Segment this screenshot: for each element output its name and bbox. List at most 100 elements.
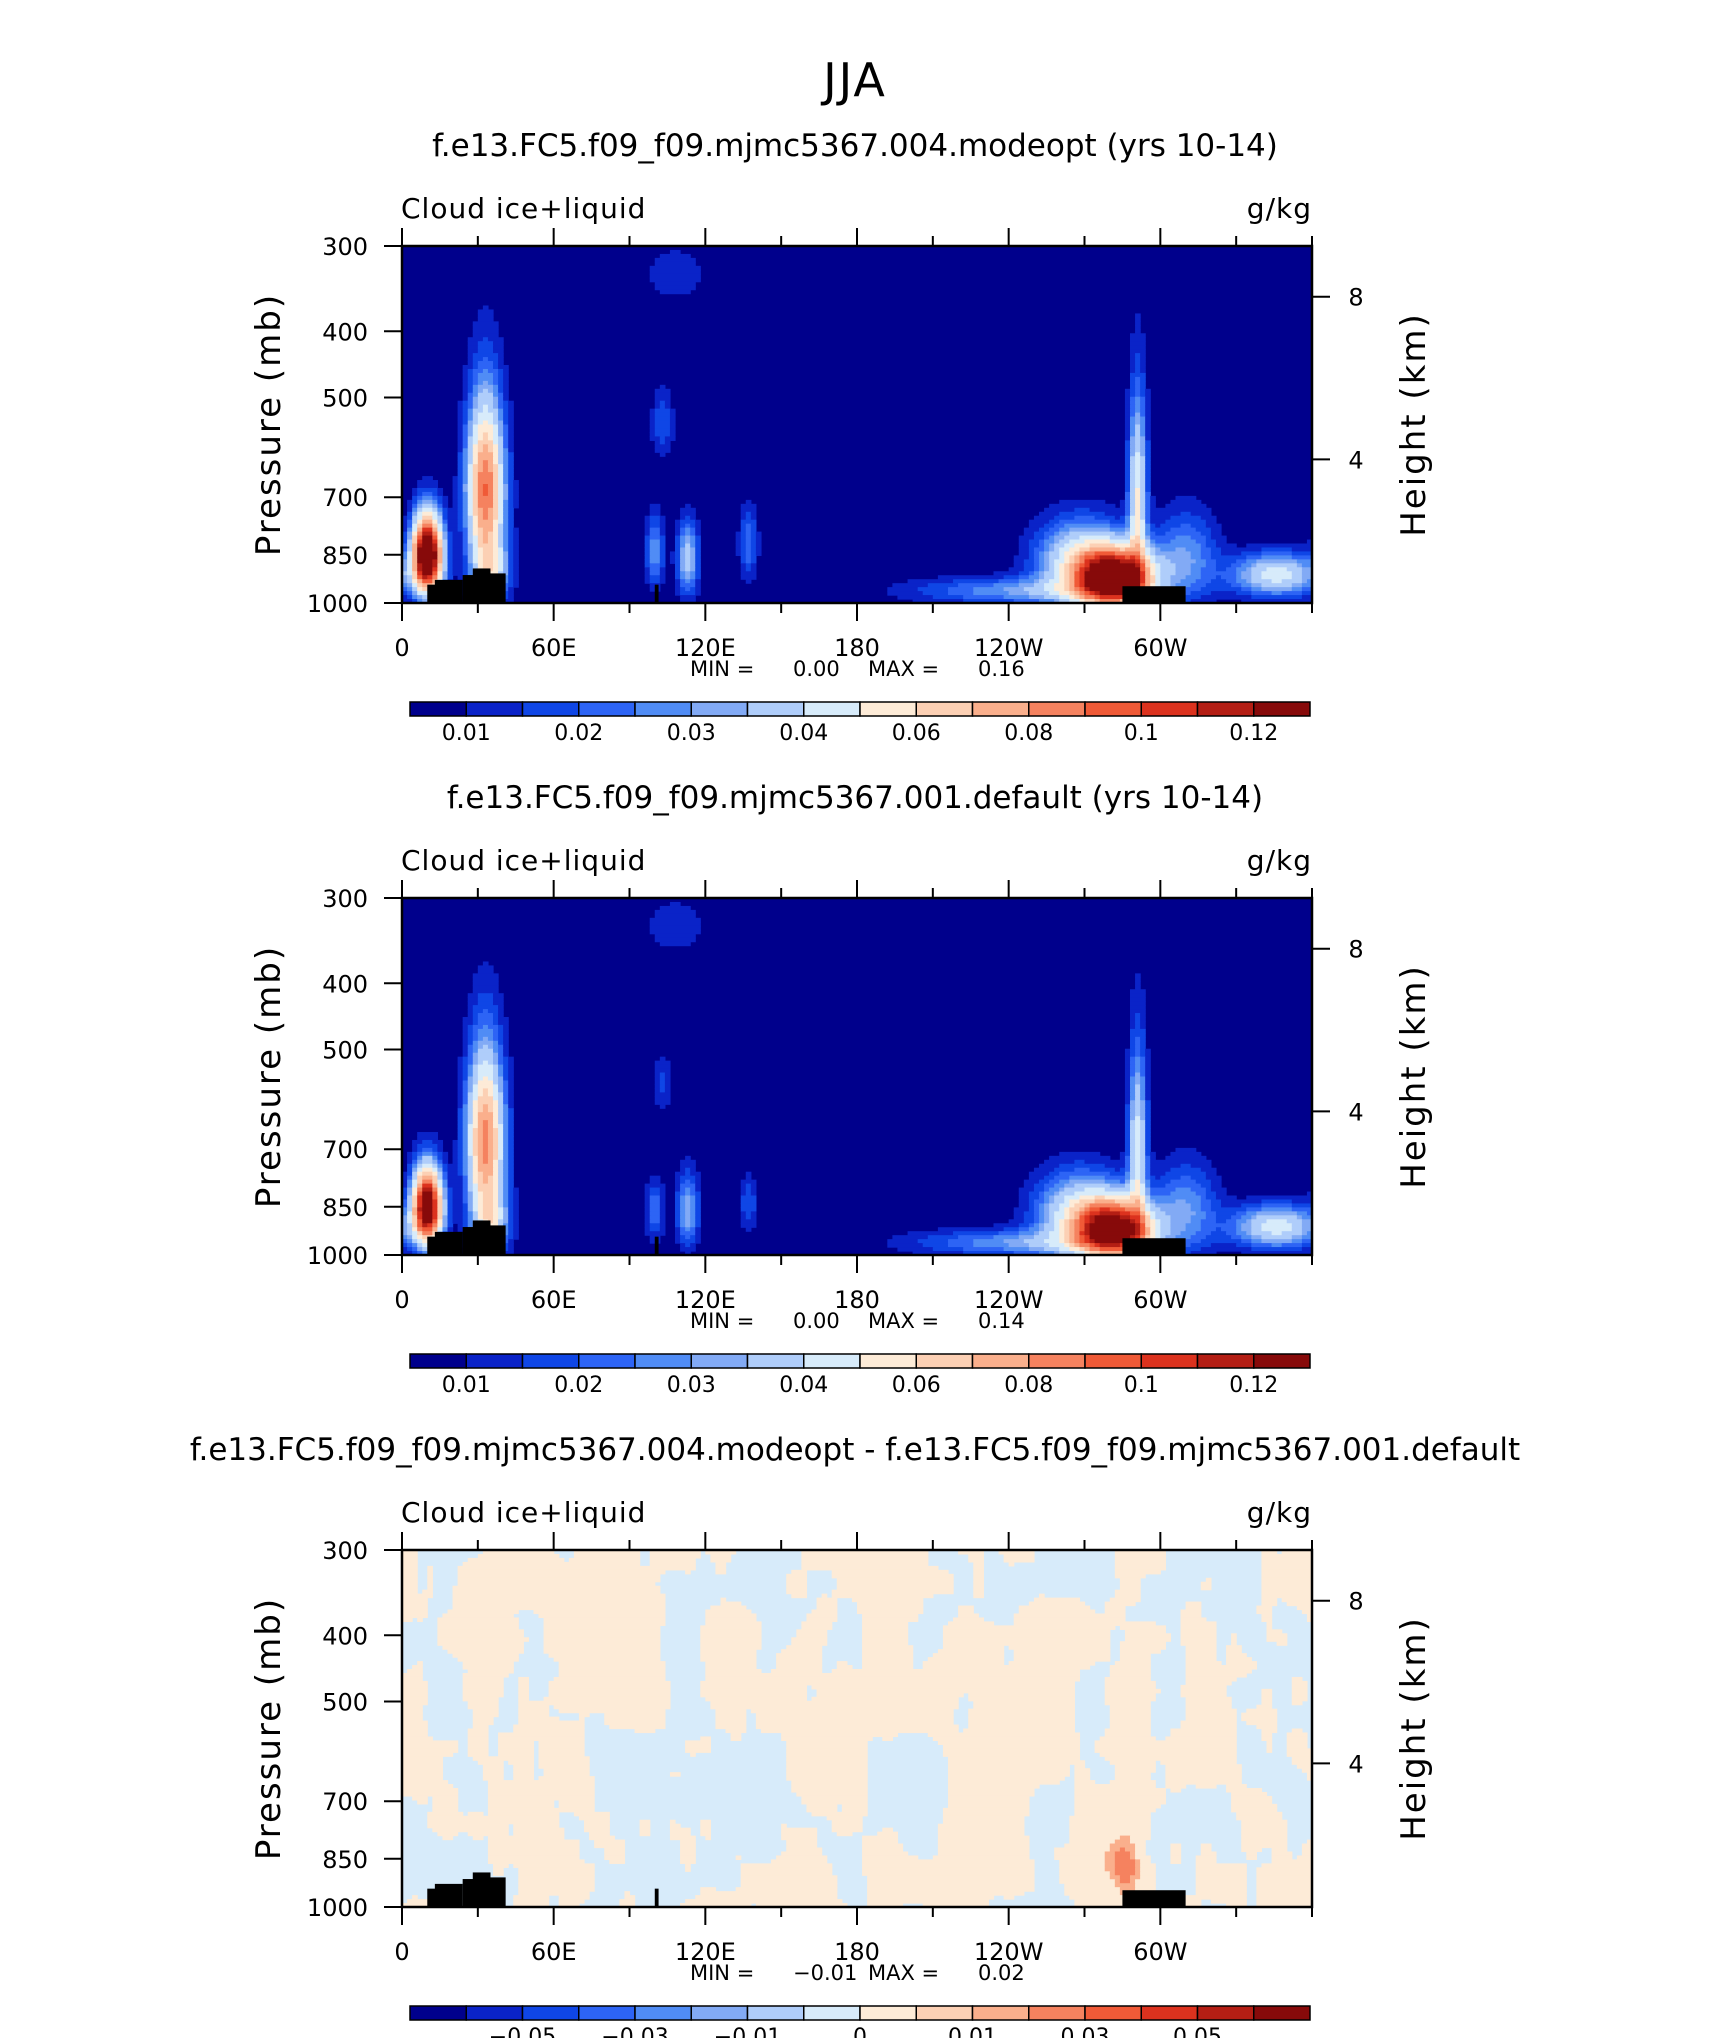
field-cell [1170,1231,1182,1236]
field-cell [1291,583,1303,588]
field-cell [498,487,504,493]
field-cell [1089,1167,1116,1173]
field-cell [462,1207,469,1212]
field-cell [973,1569,984,1575]
field-cell [472,420,479,426]
field-cell [493,1064,499,1070]
field-cell [452,487,459,493]
field-cell [1231,563,1242,568]
field-cell [513,1724,585,1730]
field-cell [1104,1684,1156,1690]
field-cell [503,579,509,584]
field-cell [518,1883,595,1888]
field-cell [493,365,499,370]
field-cell [862,1859,1035,1864]
field-cell [1049,1171,1060,1177]
colorbar-swatch [409,2005,467,2021]
field-cell [1074,1159,1086,1165]
field-cell [644,1191,651,1197]
field-cell [402,535,408,541]
field-cell [1069,1219,1075,1224]
field-cell [1155,1199,1177,1205]
field-cell [437,1163,444,1169]
field-cell [1104,1700,1151,1706]
field-cell [487,1124,494,1129]
field-cell [402,583,408,588]
field-cell [493,1175,499,1181]
field-cell [644,531,651,537]
field-cell [1190,1215,1207,1220]
field-cell [412,527,418,533]
field-cell [432,491,438,497]
field-cell [498,527,504,533]
field-cell [513,1895,550,1900]
field-cell [417,1247,423,1252]
field-cell [493,1028,499,1034]
field-cell [432,1159,438,1165]
field-cell [1145,1151,1151,1157]
field-cell [447,1187,454,1193]
field-cell [1195,1871,1247,1876]
x-tick-label: 0 [394,1286,409,1314]
field-cell [589,1835,615,1841]
field-cell [1074,571,1081,576]
field-cell [462,1120,469,1125]
field-cell [1033,555,1040,560]
field-cell [442,1211,449,1216]
field-cell [1145,1056,1151,1062]
field-cell [543,1645,661,1650]
field-cell [1109,1716,1151,1722]
field-cell [462,515,469,521]
field-cell [1059,1871,1111,1876]
field-cell [1124,404,1131,410]
field-cell [786,1756,868,1761]
field-cell [1135,384,1141,390]
field-cell [1140,361,1146,366]
field-cell [690,535,696,541]
field-cell [1281,1550,1313,1555]
field-cell [462,1028,469,1034]
field-cell [669,1823,681,1829]
field-cell [467,1036,474,1042]
field-cell [493,503,499,509]
field-cell [1205,1175,1222,1181]
field-cell [1241,1227,1252,1232]
field-cell [472,476,479,481]
field-cell [1150,575,1156,580]
field-cell [796,1629,828,1634]
field-cell [1130,519,1136,525]
field-cell [755,551,762,556]
field-cell [811,1696,959,1702]
field-cell [1130,1100,1136,1105]
field-cell [1210,1243,1237,1248]
field-cell [482,1076,489,1082]
field-cell [1241,563,1252,568]
field-cell [1261,1235,1293,1240]
field-cell [649,420,656,426]
field-cell [1130,436,1136,441]
max-label: MAX = [868,1309,939,1333]
field-cell [1018,575,1030,580]
field-cell [1033,535,1045,541]
field-cell [1261,1223,1293,1228]
field-cell [1130,1183,1136,1189]
field-cell [700,1684,808,1690]
field-cell [452,1155,459,1161]
field-cell [513,1831,565,1837]
field-cell [644,571,651,576]
field-cell [462,1056,469,1062]
field-cell [457,428,464,434]
field-cell [1119,1649,1161,1654]
field-cell [750,511,757,517]
field-cell [1089,567,1141,572]
field-cell [1291,1680,1308,1686]
field-cell [1140,571,1146,576]
field-cell [1044,567,1050,572]
field-cell [1145,571,1151,576]
field-cell [477,1124,484,1129]
field-cell [493,1863,509,1868]
field-cell [442,1179,449,1185]
field-cell [1256,1215,1298,1220]
field-cell [1241,1203,1263,1208]
field-cell [862,1629,909,1634]
